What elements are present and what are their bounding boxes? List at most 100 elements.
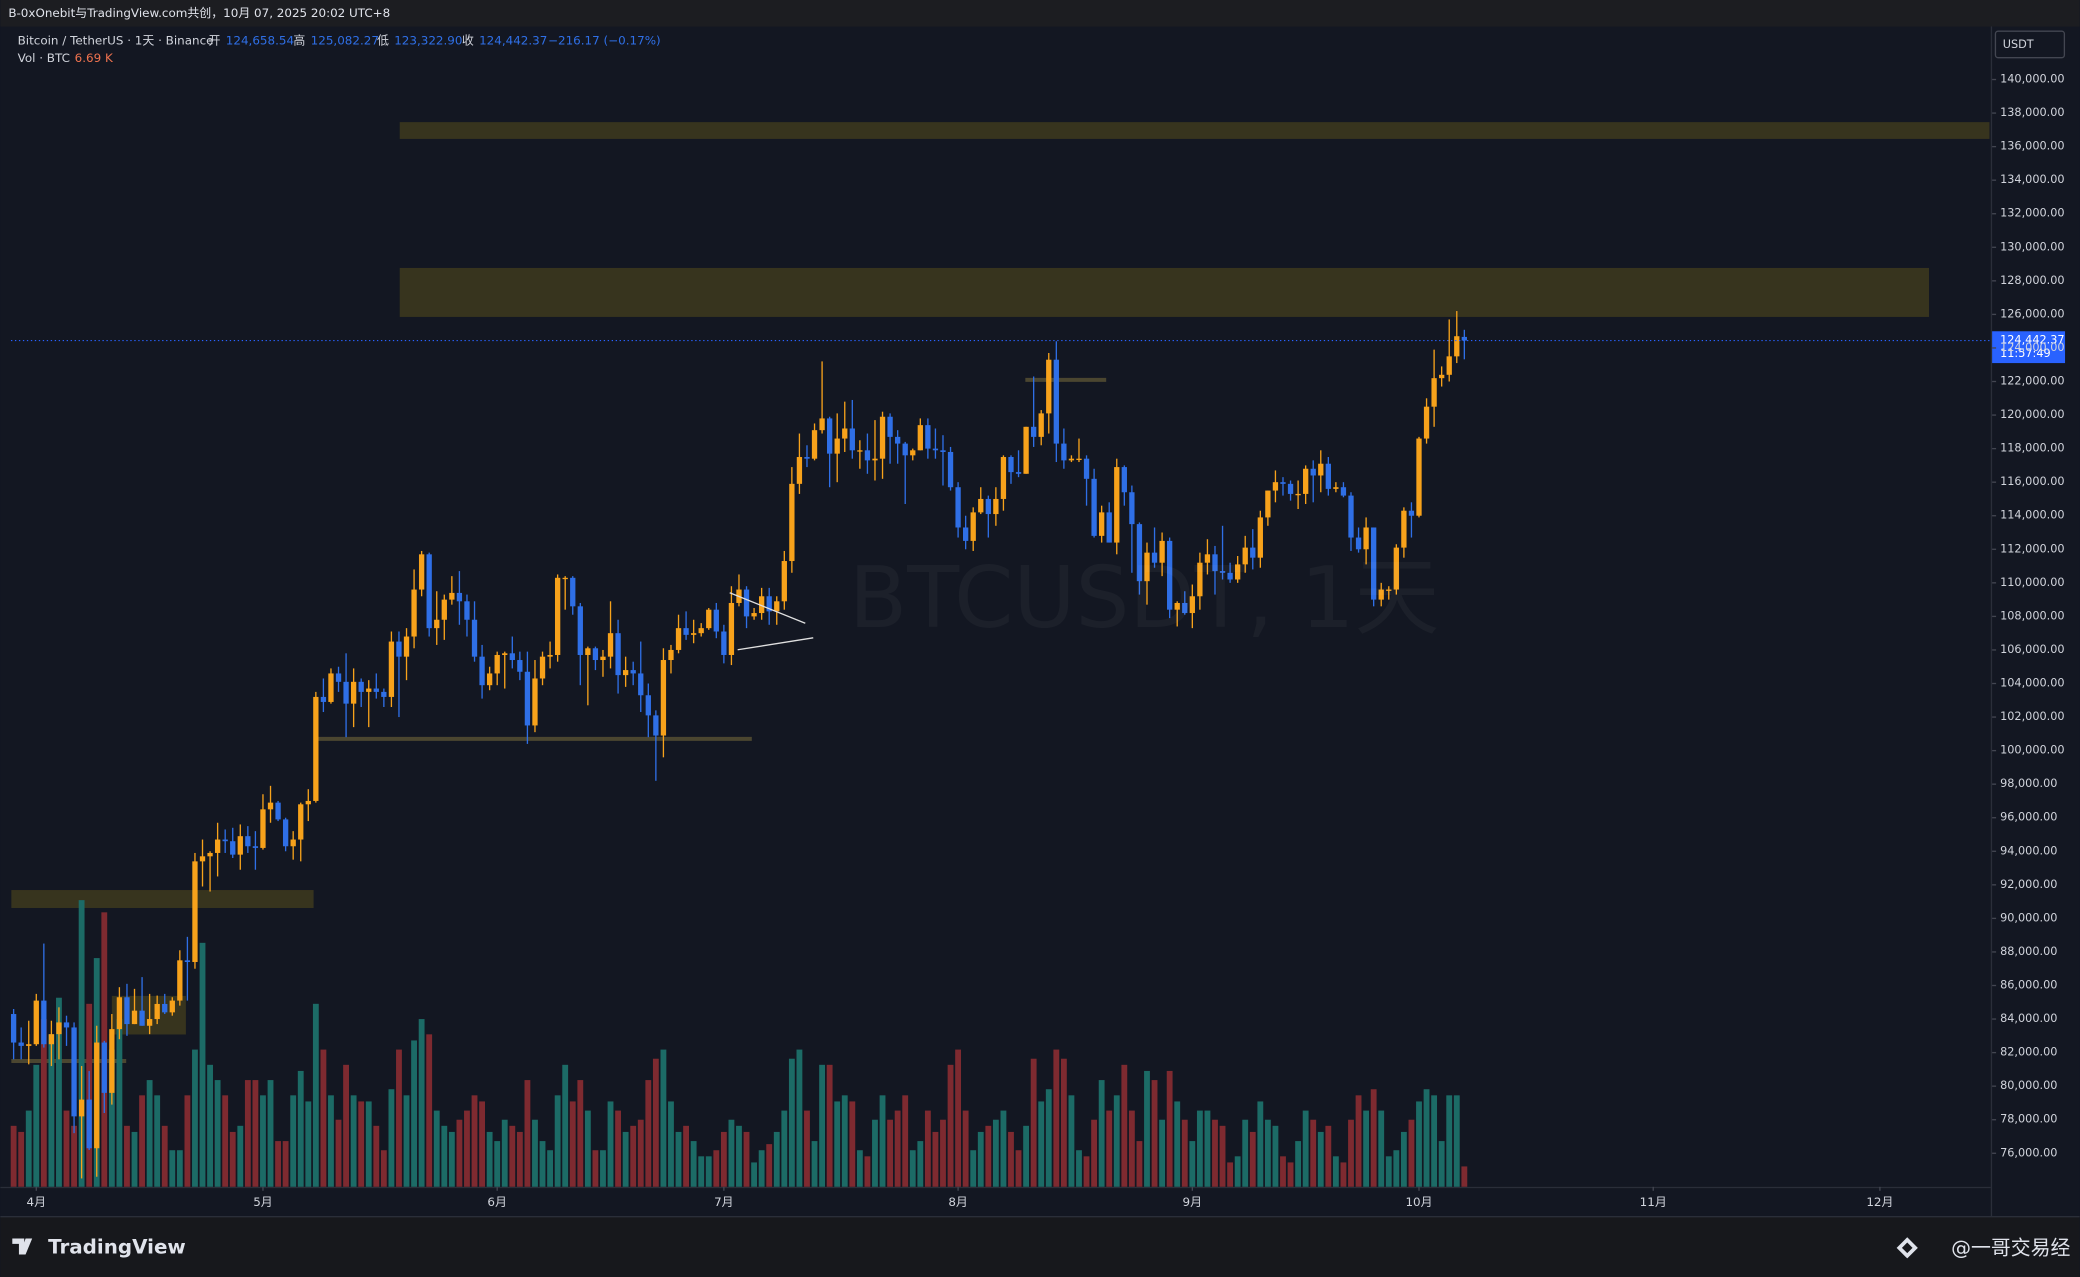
- volume-bar: [894, 1110, 901, 1187]
- volume-bar: [328, 1095, 334, 1187]
- volume-bar: [705, 1156, 712, 1187]
- volume-bar: [1098, 1080, 1105, 1187]
- candle-body: [811, 430, 818, 459]
- candle-body: [56, 1022, 62, 1035]
- candle-body: [789, 483, 795, 562]
- volume-bar: [244, 1080, 251, 1187]
- vol-label: Vol · BTC: [18, 51, 70, 65]
- y-tick-label: 132,000.00: [2000, 207, 2065, 220]
- candle-body: [1151, 552, 1158, 563]
- volume-bar: [1015, 1150, 1022, 1187]
- candle-body: [879, 416, 886, 459]
- volume-bar: [1325, 1125, 1332, 1187]
- volume-bar: [1174, 1101, 1181, 1187]
- y-tick-label: 90,000.00: [2000, 911, 2057, 924]
- candle-body: [109, 1029, 115, 1093]
- candle-body: [1129, 492, 1135, 525]
- legend-value: 123,322.90: [394, 34, 462, 48]
- candle-body: [1121, 467, 1127, 493]
- candle-body: [320, 696, 327, 702]
- candle-body: [214, 839, 221, 853]
- volume-bar: [365, 1101, 372, 1187]
- candle-body: [758, 596, 765, 614]
- candle-body: [539, 656, 546, 679]
- y-tick-label: 134,000.00: [2000, 173, 2065, 186]
- candle-body: [570, 577, 576, 607]
- candle-body: [1189, 596, 1195, 614]
- y-tick-label: 136,000.00: [2000, 140, 2065, 153]
- volume-bar: [471, 1095, 478, 1187]
- volume-bar: [1128, 1110, 1135, 1187]
- candle-body: [373, 688, 379, 692]
- volume-bar: [826, 1064, 833, 1187]
- candle-body: [1144, 552, 1150, 582]
- candle-body: [94, 1042, 100, 1149]
- candle-body: [162, 1003, 168, 1013]
- volume-bar: [569, 1101, 576, 1187]
- candle-body: [554, 577, 561, 655]
- currency-box[interactable]: [1994, 30, 2066, 59]
- candle-body: [962, 527, 969, 541]
- volume-bar: [970, 1150, 977, 1187]
- legend-label: 高: [293, 34, 305, 48]
- volume-bar: [683, 1125, 690, 1187]
- candle-body: [33, 1000, 39, 1045]
- volume-bar: [615, 1110, 622, 1187]
- candle-body: [1333, 487, 1339, 489]
- candle-body: [743, 589, 750, 617]
- candle-body: [766, 596, 772, 612]
- volume-bar: [1453, 1095, 1460, 1187]
- candle-body: [1061, 443, 1067, 461]
- candle-body: [1046, 359, 1052, 414]
- candle-body: [1303, 468, 1309, 494]
- credit: @一哥交易经: [1951, 1237, 2070, 1260]
- volume-bar: [380, 1150, 387, 1187]
- candle-body: [1363, 527, 1369, 550]
- volume-bar: [1446, 1095, 1453, 1187]
- credit-icon: [1896, 1237, 1918, 1259]
- candle-body: [403, 636, 410, 657]
- candle-body: [947, 451, 954, 488]
- volume-bar: [947, 1064, 954, 1187]
- volume-bar: [312, 1003, 319, 1187]
- volume-bar: [1393, 1150, 1400, 1187]
- volume-bar: [743, 1131, 750, 1187]
- y-tick-label: 124,000.00: [2000, 341, 2065, 354]
- candle-body: [154, 1003, 160, 1020]
- candle-body: [872, 458, 878, 461]
- candle-body: [1167, 540, 1173, 610]
- candle-body: [1227, 572, 1233, 580]
- candle-body: [1325, 463, 1331, 489]
- candle-body: [864, 450, 871, 461]
- price-tag-value: 124,442.37: [2000, 334, 2065, 347]
- y-tick-label: 126,000.00: [2000, 307, 2065, 320]
- volume-bar: [992, 1119, 999, 1187]
- candle-body: [146, 1019, 153, 1026]
- y-tick-label: 118,000.00: [2000, 442, 2065, 455]
- candle-body: [917, 425, 923, 451]
- volume-bar: [1295, 1141, 1302, 1187]
- candle-body: [675, 628, 682, 650]
- candle-body: [1439, 374, 1445, 379]
- volume-bar: [131, 1131, 138, 1187]
- volume-bar: [207, 1064, 213, 1187]
- candle-body: [592, 648, 599, 661]
- volume-bar: [1053, 1049, 1060, 1187]
- candle-body: [184, 960, 191, 963]
- candle-body: [932, 448, 939, 451]
- candle-body: [1280, 482, 1286, 484]
- candle-body: [713, 609, 719, 632]
- volume-bar: [297, 1070, 304, 1187]
- volume-bar: [1000, 1110, 1007, 1187]
- y-tick-label: 84,000.00: [2000, 1012, 2057, 1025]
- candle-body: [562, 577, 568, 580]
- y-tick-label: 76,000.00: [2000, 1146, 2057, 1159]
- volume-bar: [56, 997, 62, 1187]
- x-tick-label: 12月: [1866, 1195, 1893, 1209]
- volume-bar: [804, 1110, 810, 1187]
- volume-bar: [1340, 1162, 1347, 1187]
- volume-bar: [267, 1080, 274, 1187]
- currency: USDT: [2003, 38, 2034, 51]
- candle-body: [10, 1014, 17, 1043]
- zone: [399, 267, 1930, 317]
